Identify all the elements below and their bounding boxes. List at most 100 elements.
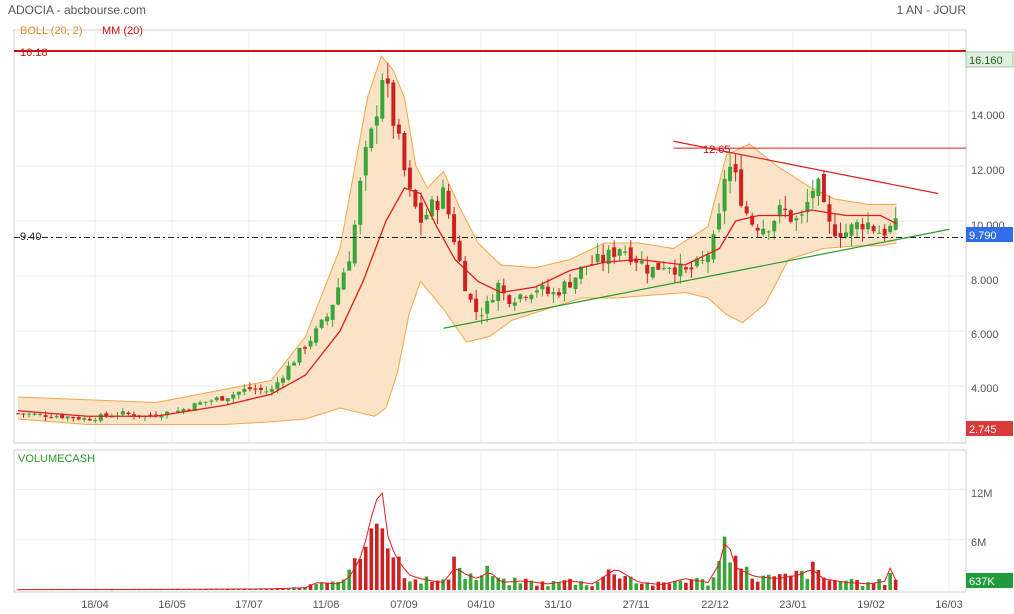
volume-bar xyxy=(689,579,694,590)
volume-bar xyxy=(490,576,495,590)
candle-body xyxy=(76,417,81,420)
volume-bar xyxy=(347,569,351,590)
candle-body xyxy=(369,128,374,149)
candle-body xyxy=(159,416,164,418)
candle-body xyxy=(606,249,611,264)
volume-bar xyxy=(341,579,346,590)
candle-body xyxy=(341,272,346,290)
volume-bar xyxy=(816,569,821,590)
candle-body xyxy=(534,290,539,293)
candle-body xyxy=(579,266,584,279)
date-label: 16/03 xyxy=(935,599,963,611)
candle-body xyxy=(126,412,131,415)
candle-body xyxy=(38,413,43,415)
candle-body xyxy=(314,328,319,343)
candle-body xyxy=(490,300,495,303)
volume-bar xyxy=(242,589,247,590)
volume-bar xyxy=(402,578,407,590)
volume-bar xyxy=(844,580,848,590)
candle-body xyxy=(761,228,766,235)
volume-bar xyxy=(684,582,688,590)
bollinger-bands xyxy=(17,54,897,425)
volume-bar xyxy=(645,582,650,590)
volume-bars xyxy=(16,492,898,591)
volume-bar xyxy=(413,579,418,590)
candle-body xyxy=(844,232,848,238)
volume-bar xyxy=(882,584,887,590)
candle-body xyxy=(512,302,517,306)
candle-body xyxy=(794,218,799,221)
candle-body xyxy=(452,214,457,243)
volume-bar xyxy=(209,589,213,591)
candle-body xyxy=(805,202,810,213)
volume-bar xyxy=(524,578,528,590)
candle-body xyxy=(93,420,98,422)
volume-bar xyxy=(695,577,699,590)
volume-bar xyxy=(789,575,793,590)
candle-body xyxy=(236,391,241,395)
volume-bar xyxy=(777,574,782,590)
candle-body xyxy=(706,254,710,263)
volume-tick-12m: 12M xyxy=(971,488,992,500)
volume-bar xyxy=(590,586,594,590)
volume-bar xyxy=(579,581,583,590)
volume-bar xyxy=(518,583,523,590)
volume-bar xyxy=(573,584,578,590)
volume-bar xyxy=(866,582,870,590)
candle-body xyxy=(689,267,694,270)
candle-body xyxy=(176,410,181,413)
candle-body xyxy=(435,200,440,210)
volume-bar xyxy=(474,579,478,590)
candle-body xyxy=(264,391,269,393)
candle-body xyxy=(893,218,898,230)
candle-body xyxy=(131,414,136,417)
candle-body xyxy=(711,234,716,260)
volume-bar xyxy=(651,585,655,590)
volume-bar xyxy=(728,562,732,590)
candle-body xyxy=(866,222,871,230)
volume-bar xyxy=(706,585,710,590)
candle-body xyxy=(650,266,655,278)
volume-bar xyxy=(485,565,489,590)
candle-body xyxy=(628,247,633,263)
volume-bar xyxy=(628,576,633,590)
price-badge-high: 16.160 xyxy=(965,51,1014,68)
legend-ma: MM (20) xyxy=(102,25,143,37)
support-trendline xyxy=(443,228,950,329)
date-axis-labels: 18/04 16/05 17/07 11/08 07/09 04/10 31/1… xyxy=(81,599,963,611)
candle-body xyxy=(722,178,727,212)
candle-body xyxy=(418,202,423,223)
volume-bar xyxy=(452,556,456,590)
date-label: 16/05 xyxy=(158,599,186,611)
volume-bar xyxy=(380,528,385,590)
candle-body xyxy=(882,228,887,236)
candle-body xyxy=(540,284,545,290)
volume-bar xyxy=(601,576,605,590)
candle-body xyxy=(231,394,236,399)
volume-ma-line xyxy=(17,492,897,591)
candle-body xyxy=(87,418,92,421)
volume-bar xyxy=(568,578,572,590)
price-badge-low-text: 2.745 xyxy=(969,424,997,436)
candle-body xyxy=(661,268,666,270)
candle-body xyxy=(485,301,490,314)
volume-bar xyxy=(612,574,616,590)
candle-body xyxy=(623,251,628,253)
candle-body xyxy=(385,78,390,84)
date-label: 17/07 xyxy=(235,599,263,611)
candle-body xyxy=(783,208,788,211)
volume-bar xyxy=(358,558,363,590)
candle-body xyxy=(755,227,760,231)
candle-body xyxy=(120,411,125,415)
period-label[interactable]: 1 AN - JOUR xyxy=(896,3,966,17)
candle-body xyxy=(220,396,225,401)
candle-body xyxy=(319,319,324,328)
volume-bar xyxy=(292,587,296,590)
candle-body xyxy=(717,213,722,230)
candle-body xyxy=(407,167,412,189)
candle-body xyxy=(639,260,644,264)
candle-body xyxy=(700,259,705,261)
volume-bar xyxy=(397,556,401,590)
price-tick-14: 14.000 xyxy=(971,110,1005,122)
